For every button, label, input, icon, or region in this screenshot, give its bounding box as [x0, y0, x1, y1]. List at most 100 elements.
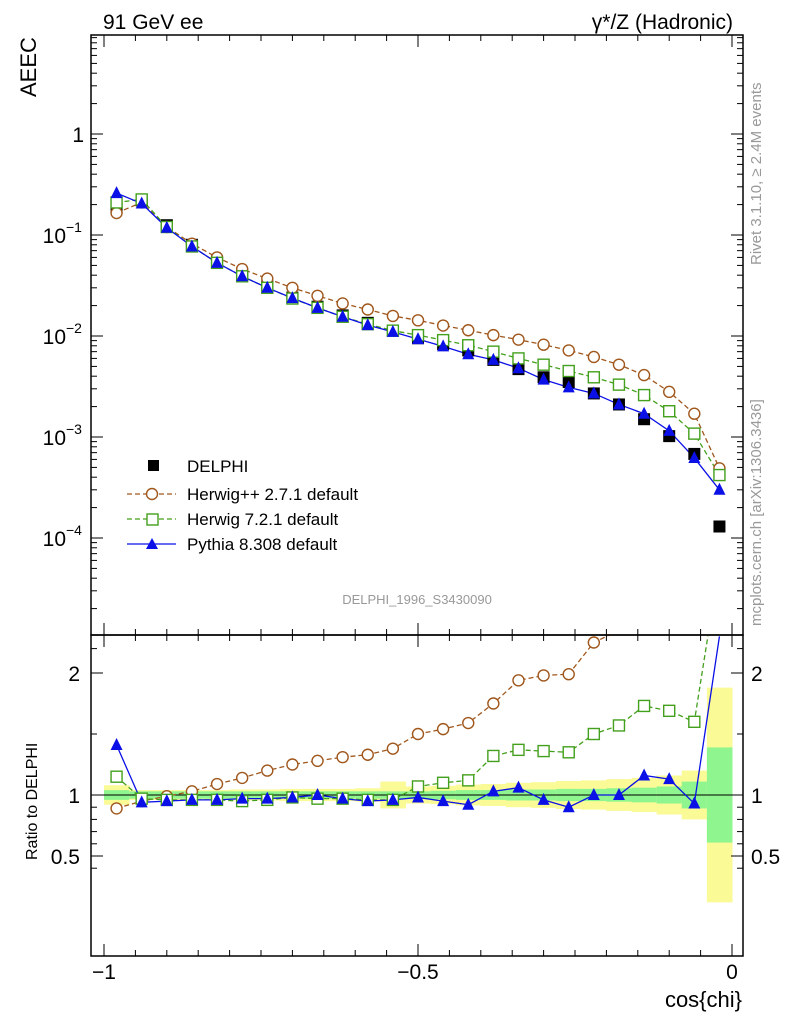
ratio-point-herwig7 — [487, 749, 500, 763]
main-point-herwig7 — [612, 378, 626, 391]
header-right: γ*/Z (Hadronic) — [592, 11, 733, 34]
main-point-herwigpp — [637, 368, 651, 382]
ratio-point-herwig7 — [110, 770, 123, 783]
ratio-point-pythia — [562, 800, 575, 813]
ratio-y-tick-label-right: 1 — [751, 785, 763, 808]
ratio-y-tick-label-right: 0.5 — [751, 846, 780, 869]
main-point-herwigpp — [612, 358, 626, 371]
ratio-point-pythia — [412, 790, 424, 803]
legend-marker-herwig7 — [146, 513, 159, 526]
ratio-point-herwigpp — [562, 668, 575, 681]
main-y-tick-label: 10 — [43, 528, 66, 551]
legend-entry-herwig7: Herwig 7.2.1 default — [127, 510, 338, 529]
analysis-id: DELPHI_1996_S3430090 — [342, 592, 492, 607]
ratio-point-pythia — [688, 796, 701, 809]
x-axis-label: cos{chi} — [665, 987, 742, 1012]
main-point-herwig7 — [562, 364, 575, 378]
main-point-herwigpp — [386, 309, 400, 323]
ratio-point-herwig7 — [612, 719, 626, 732]
legend-marker-pythia — [146, 538, 158, 549]
main-point-pythia — [160, 220, 173, 233]
main-panel: 10 −410 −310 −210 −11 — [43, 34, 744, 636]
main-point-herwig7 — [587, 371, 601, 384]
main-y-tick-exponent: −2 — [66, 320, 82, 336]
ratio-point-pythia — [211, 792, 224, 805]
main-point-pythia — [135, 196, 148, 209]
ratio-point-herwigpp — [286, 758, 299, 771]
main-point-pythia — [236, 269, 249, 282]
ratio-point-herwigpp — [462, 716, 475, 730]
main-point-herwig7 — [688, 427, 701, 440]
main-point-pythia — [261, 280, 274, 293]
main-point-pythia — [386, 324, 399, 337]
ratio-point-pythia — [160, 794, 173, 807]
main-point-pythia — [311, 300, 324, 313]
main-point-herwigpp — [512, 333, 525, 346]
ratio-point-herwig7 — [562, 746, 575, 759]
legend-entry-herwigpp: Herwig++ 2.7.1 default — [127, 485, 358, 504]
ratio-point-pythia — [487, 784, 500, 797]
ratio-y-tick-label: 0.5 — [51, 846, 80, 869]
legend-label-herwig7: Herwig 7.2.1 default — [187, 510, 338, 529]
main-point-herwigpp — [587, 350, 601, 364]
ratio-point-herwigpp — [235, 771, 249, 785]
ratio-point-pythia — [638, 768, 651, 781]
legend-entry-pythia: Pythia 8.308 default — [127, 535, 338, 554]
ratio-point-herwigpp — [487, 697, 500, 710]
ratio-point-herwigpp — [411, 727, 425, 741]
legend-marker-delphi — [148, 460, 159, 471]
ratio-point-pythia — [336, 791, 349, 804]
main-point-herwigpp — [336, 297, 349, 310]
main-point-pythia — [412, 332, 424, 345]
main-point-herwigpp — [110, 206, 123, 220]
main-y-tick-label: 1 — [72, 124, 84, 147]
main-point-herwigpp — [562, 344, 575, 357]
main-y-tick-label: 10 — [43, 326, 66, 349]
main-point-pythia — [537, 372, 550, 385]
main-point-pythia — [462, 347, 475, 360]
ratio-point-herwig7 — [436, 776, 450, 789]
main-point-pythia — [437, 339, 450, 352]
main-point-herwig7 — [537, 358, 550, 371]
main-point-pythia — [512, 361, 525, 374]
main-point-pythia — [638, 406, 651, 419]
ratio-point-herwig7 — [637, 699, 651, 713]
ratio-point-pythia — [512, 780, 525, 793]
legend-marker-herwigpp — [145, 487, 159, 501]
main-point-herwigpp — [487, 328, 500, 342]
main-y-tick-label: 10 — [43, 225, 66, 248]
ratio-point-pythia — [612, 788, 625, 800]
legend-entry-delphi: DELPHI — [148, 457, 248, 476]
ratio-point-herwig7 — [462, 774, 475, 787]
main-point-herwigpp — [462, 324, 475, 337]
ratio-point-pythia — [537, 792, 550, 805]
main-point-delphi — [713, 520, 726, 533]
main-point-herwigpp — [411, 314, 425, 327]
ratio-point-pythia — [286, 790, 299, 803]
ratio-point-pythia — [185, 792, 198, 805]
main-point-herwig7 — [713, 468, 726, 482]
main-y-axis-label: AEEC — [16, 37, 41, 97]
ratio-point-herwigpp — [110, 802, 123, 815]
main-point-herwigpp — [361, 303, 374, 316]
main-point-pythia — [562, 380, 575, 393]
mcplots-label: mcplots.cern.ch [arXiv:1306.3436] — [748, 399, 765, 626]
ratio-point-herwig7 — [537, 744, 550, 758]
main-point-pythia — [286, 291, 299, 304]
legend-label-pythia: Pythia 8.308 default — [187, 535, 338, 554]
ratio-point-pythia — [311, 788, 324, 800]
ratio-y-tick-label: 2 — [68, 663, 80, 686]
x-tick-label: −1 — [92, 961, 116, 984]
ratio-y-tick-label-right: 2 — [751, 663, 763, 686]
ratio-point-herwig7 — [587, 727, 601, 741]
ratio-point-pythia — [261, 791, 274, 804]
main-point-pythia — [361, 318, 374, 331]
ratio-panel-frame — [90, 634, 744, 957]
main-point-pythia — [185, 239, 198, 252]
ratio-point-herwigpp — [512, 674, 525, 687]
ratio-point-pythia — [386, 792, 399, 805]
main-point-herwig7 — [637, 388, 651, 402]
main-y-tick-label: 10 — [43, 427, 66, 450]
main-point-herwigpp — [311, 289, 324, 303]
main-point-herwig7 — [663, 405, 676, 418]
